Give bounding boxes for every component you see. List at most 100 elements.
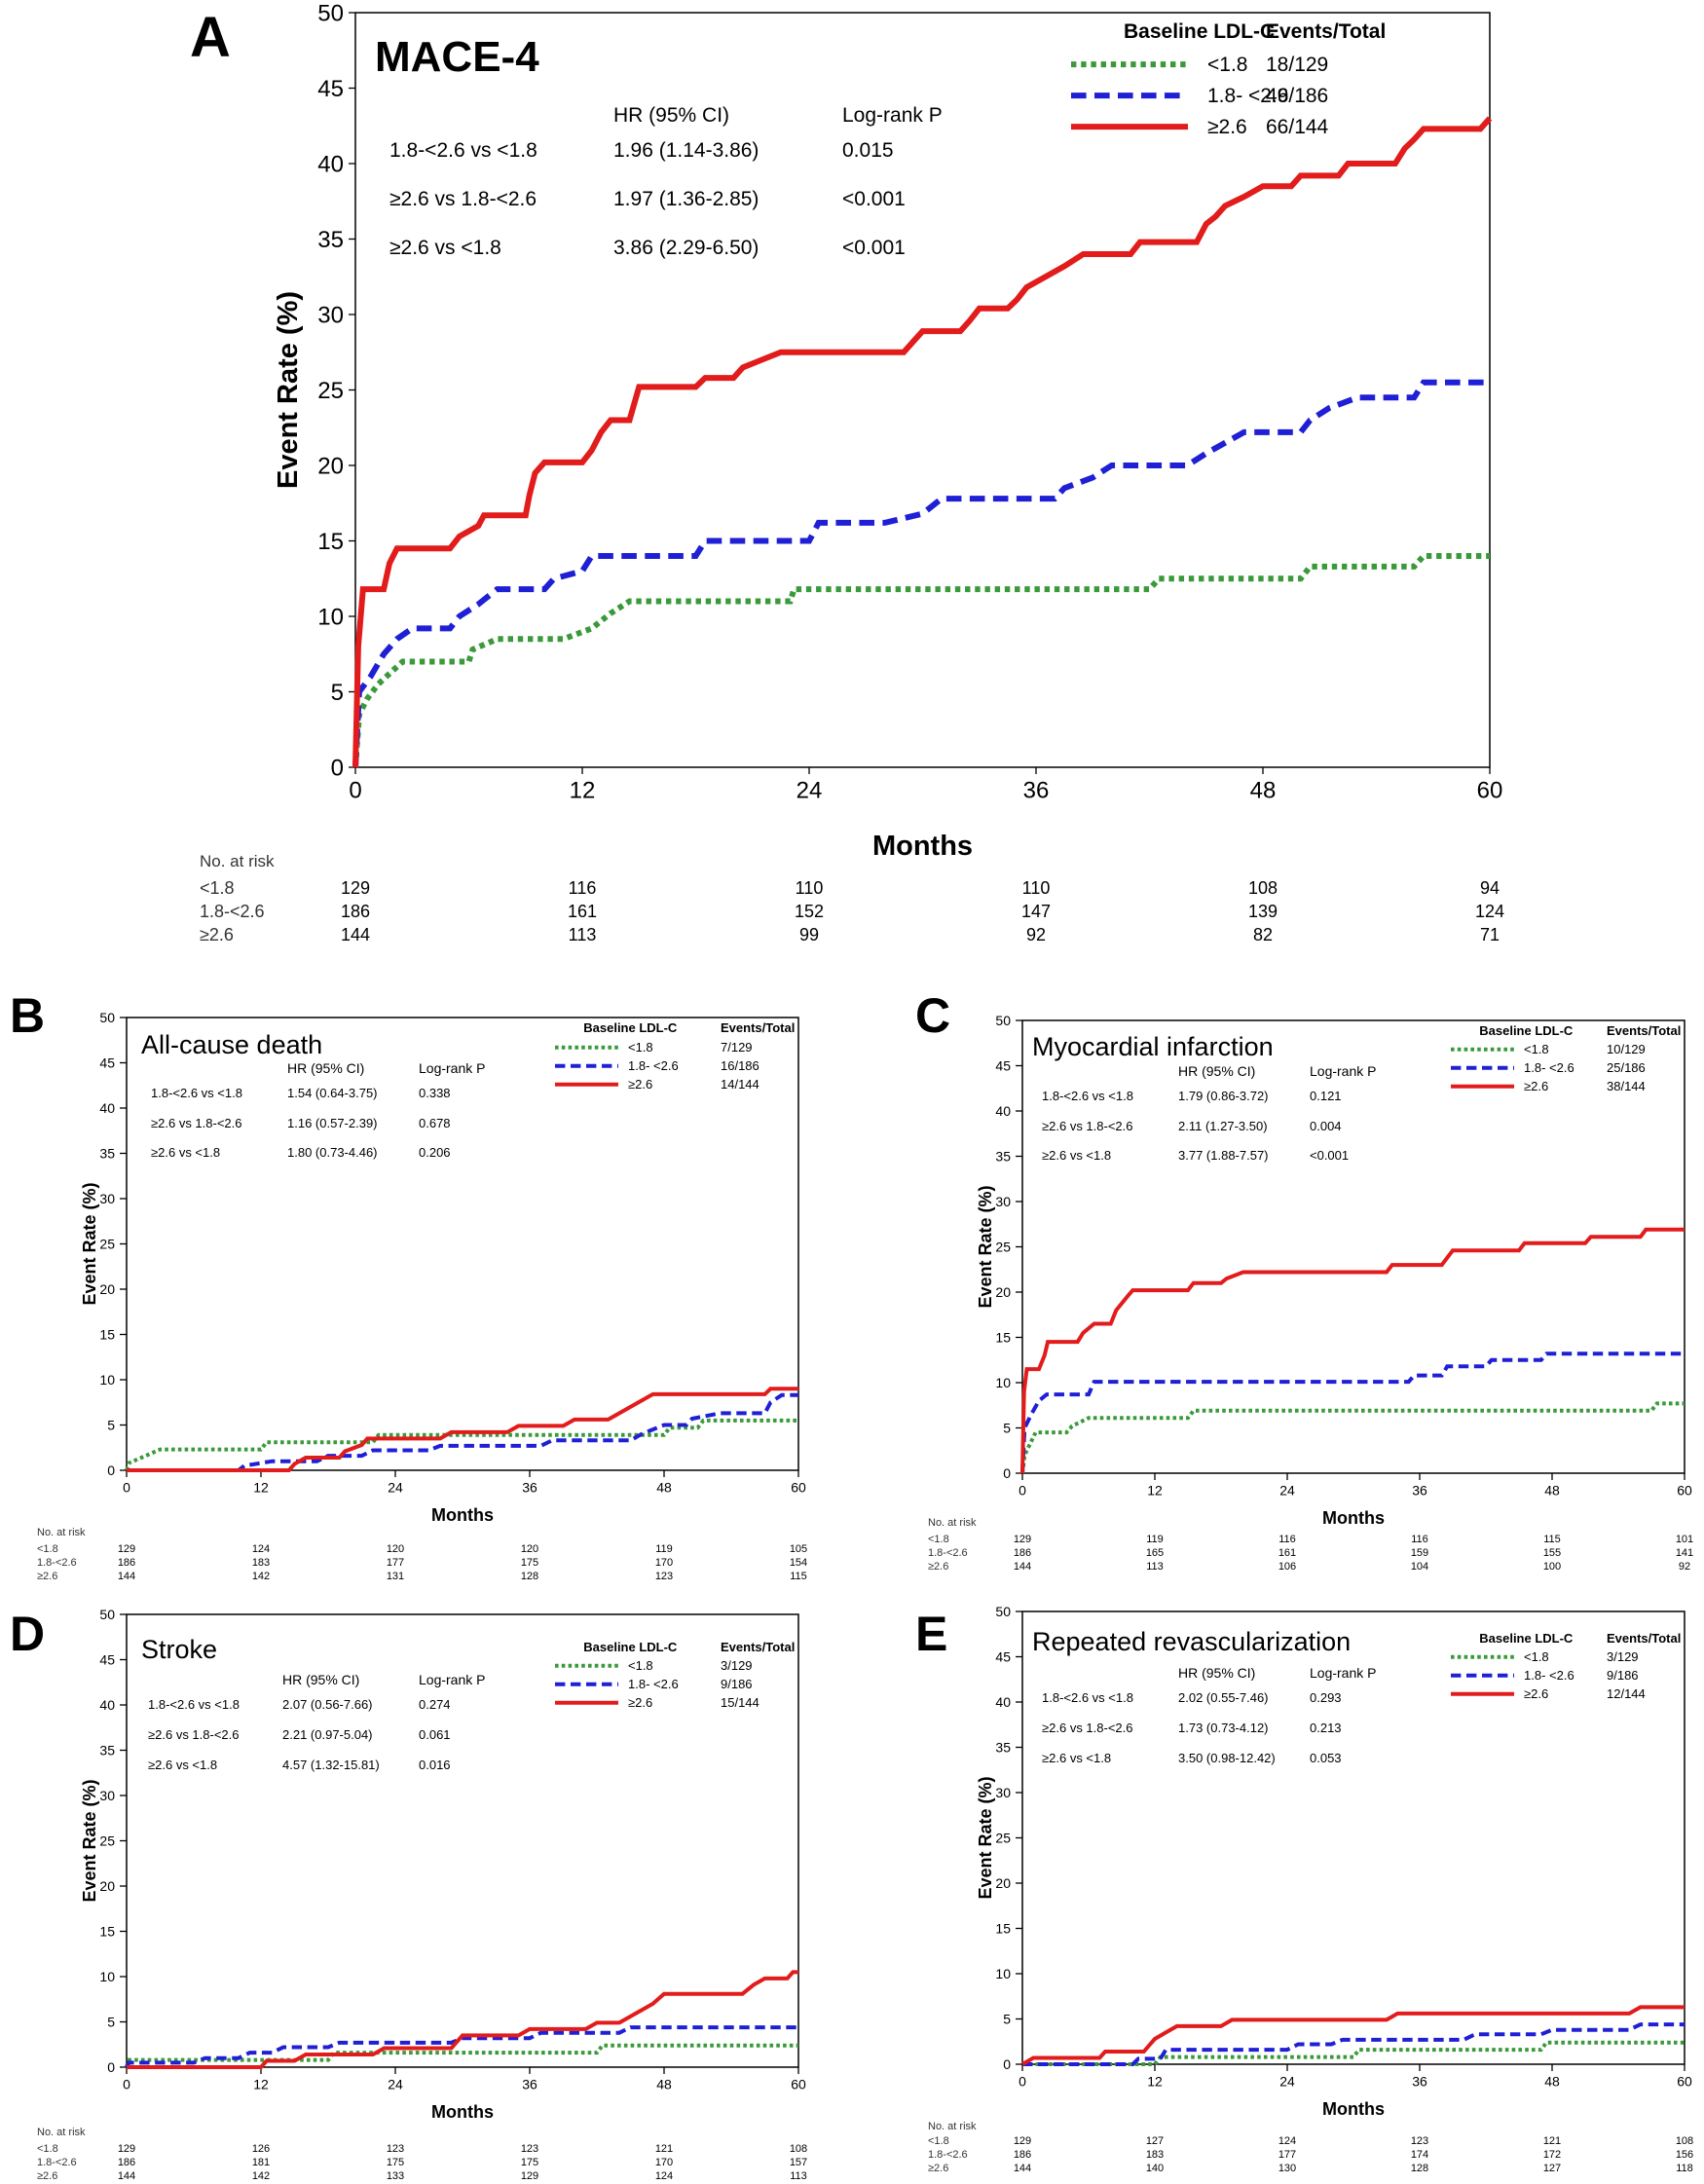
stats-hr-value: 1.16 (0.57-2.39) (287, 1116, 378, 1130)
panel-letter: A (190, 6, 231, 69)
legend-header-events: Events/Total (1607, 1023, 1681, 1038)
legend-events-total: 49/186 (1266, 85, 1328, 107)
risk-count: 128 (521, 1571, 538, 1582)
stats-comparison-label: 1.8-<2.6 vs <1.8 (389, 139, 537, 162)
y-tick-label: 30 (317, 303, 344, 329)
legend-events-total: 25/186 (1607, 1060, 1646, 1075)
stats-p-value: 0.004 (1310, 1119, 1342, 1133)
y-tick-label: 25 (995, 1240, 1011, 1255)
risk-count: 144 (1014, 2163, 1031, 2174)
stats-p-value: 0.293 (1310, 1690, 1342, 1705)
risk-group-label: 1.8-<2.6 (37, 2157, 77, 2168)
legend-label: <1.8 (1524, 1042, 1549, 1056)
km-chart-svg: B 0 5 10 15 20 25 30 35 40 45 50 0 12 24 36 48 60 Event Ra… (10, 988, 807, 1582)
chart-title: Stroke (141, 1635, 217, 1664)
stats-hr-value: 4.57 (1.32-15.81) (282, 1758, 380, 1772)
risk-count: 129 (521, 2170, 538, 2182)
chart-title: Repeated revascularization (1032, 1627, 1351, 1656)
stats-hr-value: 2.07 (0.56-7.66) (282, 1697, 373, 1712)
legend-header-events: Events/Total (721, 1640, 795, 1654)
y-tick-label: 15 (317, 529, 344, 555)
x-tick-label: 48 (1250, 778, 1277, 804)
stats-hr-value: 2.02 (0.55-7.46) (1178, 1690, 1269, 1705)
series-line-1-8-to-2-6 (125, 2025, 798, 2068)
risk-count: 177 (387, 1557, 404, 1569)
y-tick-label: 5 (107, 1418, 115, 1433)
risk-count: 142 (252, 1571, 270, 1582)
risk-count: 130 (1278, 2163, 1296, 2174)
x-tick-label: 60 (791, 1480, 806, 1496)
legend-events-total: 38/144 (1607, 1079, 1646, 1093)
legend-label: ≥2.6 (1207, 116, 1247, 138)
risk-group-label: <1.8 (37, 2143, 58, 2155)
y-tick-label: 5 (331, 680, 344, 706)
stats-p-value: 0.015 (842, 139, 894, 162)
risk-count: 120 (521, 1543, 538, 1555)
stats-hr-value: 1.79 (0.86-3.72) (1178, 1089, 1269, 1103)
y-tick-label: 5 (1003, 1421, 1011, 1436)
y-axis-label: Event Rate (%) (976, 1185, 995, 1308)
stats-comparison-label: ≥2.6 vs <1.8 (151, 1145, 220, 1160)
y-tick-label: 50 (995, 1013, 1011, 1028)
risk-count: 82 (1253, 925, 1273, 944)
risk-count: 121 (655, 2143, 673, 2155)
y-tick-label: 20 (317, 454, 344, 480)
risk-count: 131 (387, 1571, 404, 1582)
y-tick-label: 50 (995, 1604, 1011, 1619)
stats-p-value: 0.274 (419, 1697, 451, 1712)
risk-count: 116 (569, 878, 597, 898)
x-tick-label: 36 (522, 2077, 537, 2092)
y-tick-label: 45 (99, 1652, 115, 1668)
legend-header-events: Events/Total (1266, 20, 1386, 43)
risk-count: 124 (252, 1543, 270, 1555)
series-line-ge-2-6 (127, 1970, 798, 2069)
x-tick-label: 36 (1412, 2074, 1427, 2090)
legend-label: 1.8- <2.6 (628, 1058, 679, 1073)
stats-comparison-label: ≥2.6 vs <1.8 (1042, 1148, 1111, 1163)
x-axis-label: Months (1322, 2099, 1385, 2119)
legend-events-total: 16/186 (721, 1058, 759, 1073)
legend-label: 1.8- <2.6 (1207, 85, 1288, 107)
risk-count: 110 (796, 878, 824, 898)
y-tick-label: 0 (107, 1462, 115, 1478)
y-tick-label: 25 (995, 1831, 1011, 1846)
series-line-1-8-to-2-6 (1022, 2022, 1685, 2066)
risk-count: 129 (1014, 2135, 1031, 2147)
legend-label: ≥2.6 (628, 1077, 652, 1092)
x-tick-label: 0 (123, 1480, 130, 1496)
risk-count: 71 (1480, 925, 1500, 944)
y-tick-label: 0 (1003, 1465, 1011, 1481)
risk-count: 147 (1021, 902, 1051, 921)
risk-table-header: No. at risk (37, 2127, 86, 2138)
legend-label: 1.8- <2.6 (1524, 1060, 1574, 1075)
x-tick-label: 48 (656, 2077, 672, 2092)
stats-hr-value: 1.97 (1.36-2.85) (613, 188, 759, 210)
x-tick-label: 24 (796, 778, 823, 804)
risk-count: 108 (790, 2143, 807, 2155)
risk-count: 110 (1022, 878, 1051, 898)
y-axis-label: Event Rate (%) (273, 291, 304, 489)
risk-count: 129 (341, 878, 370, 898)
risk-group-label: <1.8 (37, 1543, 58, 1555)
x-tick-label: 48 (1544, 2074, 1560, 2090)
x-axis-label: Months (431, 1505, 494, 1525)
risk-count: 186 (1014, 2149, 1031, 2161)
y-tick-label: 0 (331, 756, 344, 782)
x-tick-label: 0 (1019, 1483, 1026, 1499)
risk-table-header: No. at risk (200, 852, 275, 870)
risk-count: 119 (655, 1543, 673, 1555)
risk-count: 154 (790, 1557, 807, 1569)
stats-header-p: Log-rank P (842, 104, 943, 127)
risk-group-label: ≥2.6 (200, 925, 234, 944)
legend-events-total: 15/144 (721, 1695, 759, 1710)
stats-p-value: 0.213 (1310, 1721, 1342, 1735)
panel-b-all-cause-death: B 0 5 10 15 20 25 30 35 40 45 50 0 12 24 36 48 60 Event Ra… (0, 983, 852, 1592)
risk-group-label: ≥2.6 (928, 2163, 948, 2174)
risk-count: 123 (521, 2143, 538, 2155)
legend-events-total: 9/186 (721, 1677, 753, 1691)
chart-title: Myocardial infarction (1032, 1032, 1274, 1061)
chart-title: All-cause death (141, 1030, 322, 1059)
series-line-lt-1-8 (125, 1418, 798, 1471)
risk-count: 152 (795, 902, 824, 921)
y-tick-label: 20 (99, 1878, 115, 1894)
